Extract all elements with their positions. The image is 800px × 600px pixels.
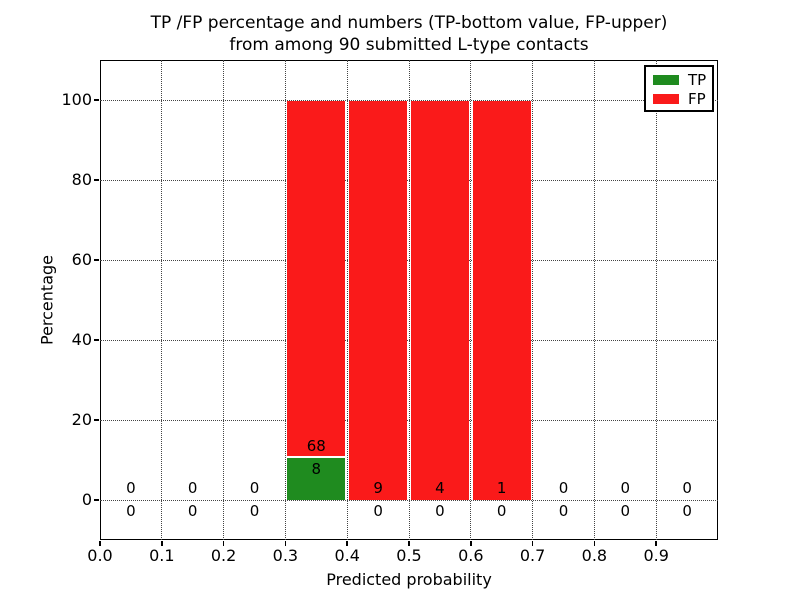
gridline-vertical: [655, 60, 657, 540]
gridline-vertical: [408, 60, 410, 540]
legend-entry-fp: FP: [653, 91, 712, 107]
fp-count-label: 0: [558, 479, 569, 497]
gridline-horizontal: [100, 259, 718, 261]
bar-segment-tp: [287, 458, 346, 500]
chart-title: TP /FP percentage and numbers (TP-bottom…: [100, 12, 718, 56]
gridline-vertical: [470, 60, 472, 540]
y-axis-tick: [94, 499, 99, 501]
x-tick-label: 0.2: [210, 546, 237, 565]
legend-swatch-fp: [653, 94, 679, 104]
legend-label: FP: [688, 89, 706, 108]
x-tick-label: 0.3: [272, 546, 299, 565]
tp-count-label: 8: [311, 460, 322, 478]
fp-count-label: 1: [496, 479, 507, 497]
tp-count-label: 0: [558, 502, 569, 520]
x-axis-tick: [222, 541, 225, 546]
x-tick-label: 0.9: [643, 546, 669, 565]
gridline-vertical: [346, 60, 348, 540]
gridline-vertical: [532, 60, 534, 540]
bar-segment-fp: [287, 101, 346, 456]
x-tick-label: 0.5: [396, 546, 422, 565]
fp-count-label: 0: [126, 479, 136, 497]
x-axis-tick: [346, 541, 348, 546]
x-axis-tick: [99, 541, 101, 546]
y-tick-label: 60: [71, 250, 92, 269]
y-tick-label: 40: [71, 330, 92, 349]
tp-count-label: 0: [249, 502, 260, 520]
tp-count-label: 0: [187, 502, 198, 520]
legend: TP FP: [644, 65, 714, 112]
gridline-vertical: [223, 60, 225, 540]
chart-title-line2: from among 90 submitted L-type contacts: [229, 35, 589, 55]
x-axis-tick: [284, 541, 287, 546]
gridline-vertical: [161, 60, 163, 540]
x-axis-label: Predicted probability: [326, 570, 492, 589]
y-axis-tick: [94, 339, 99, 341]
x-tick-label: 0.4: [334, 546, 360, 565]
x-tick-label: 0.7: [519, 546, 546, 565]
legend-swatch-tp: [653, 75, 679, 85]
x-axis-tick: [655, 541, 657, 546]
gridline-horizontal: [100, 339, 718, 341]
y-axis-tick: [94, 259, 99, 261]
gridline-horizontal: [100, 419, 718, 421]
gridline-vertical: [284, 60, 286, 540]
x-tick-label: 0.6: [458, 546, 484, 565]
x-tick-label: 0.1: [149, 546, 175, 565]
tp-count-label: 0: [126, 502, 136, 520]
fp-count-label: 0: [187, 479, 198, 497]
y-axis-tick: [94, 179, 99, 181]
bar-segment-fp: [411, 101, 469, 500]
bar-segment-fp: [349, 101, 407, 500]
y-axis-tick: [94, 99, 99, 101]
gridline-vertical: [593, 60, 595, 540]
fp-count-label: 0: [249, 479, 260, 497]
y-tick-label: 0: [81, 490, 92, 509]
chart-title-line1: TP /FP percentage and numbers (TP-bottom…: [150, 13, 668, 33]
tp-count-label: 0: [435, 502, 445, 520]
legend-label: TP: [688, 70, 707, 89]
fp-count-label: 0: [620, 479, 631, 497]
x-axis-tick: [531, 541, 534, 546]
x-tick-label: 0.0: [87, 546, 113, 565]
tp-count-label: 0: [496, 502, 507, 520]
tp-count-label: 0: [620, 502, 631, 520]
x-axis-tick: [161, 541, 163, 546]
legend-entry-tp: TP: [653, 72, 712, 88]
x-axis-tick: [593, 541, 596, 546]
tp-count-label: 0: [373, 502, 383, 520]
x-axis-tick: [470, 541, 472, 546]
fp-count-label: 0: [682, 479, 692, 497]
y-tick-label: 80: [71, 170, 92, 189]
fp-count-label: 68: [306, 437, 326, 455]
tp-count-label: 0: [682, 502, 692, 520]
fp-count-label: 9: [373, 479, 383, 497]
x-axis-tick: [408, 541, 410, 546]
gridline-horizontal: [100, 499, 718, 501]
x-tick-label: 0.8: [581, 546, 608, 565]
y-axis-tick: [94, 419, 99, 421]
gridline-horizontal: [100, 99, 718, 101]
bar-segment-fp: [472, 101, 531, 500]
y-tick-label: 20: [71, 410, 92, 429]
fp-count-label: 4: [435, 479, 445, 497]
y-tick-label: 100: [61, 90, 92, 109]
gridline-horizontal: [100, 179, 718, 181]
